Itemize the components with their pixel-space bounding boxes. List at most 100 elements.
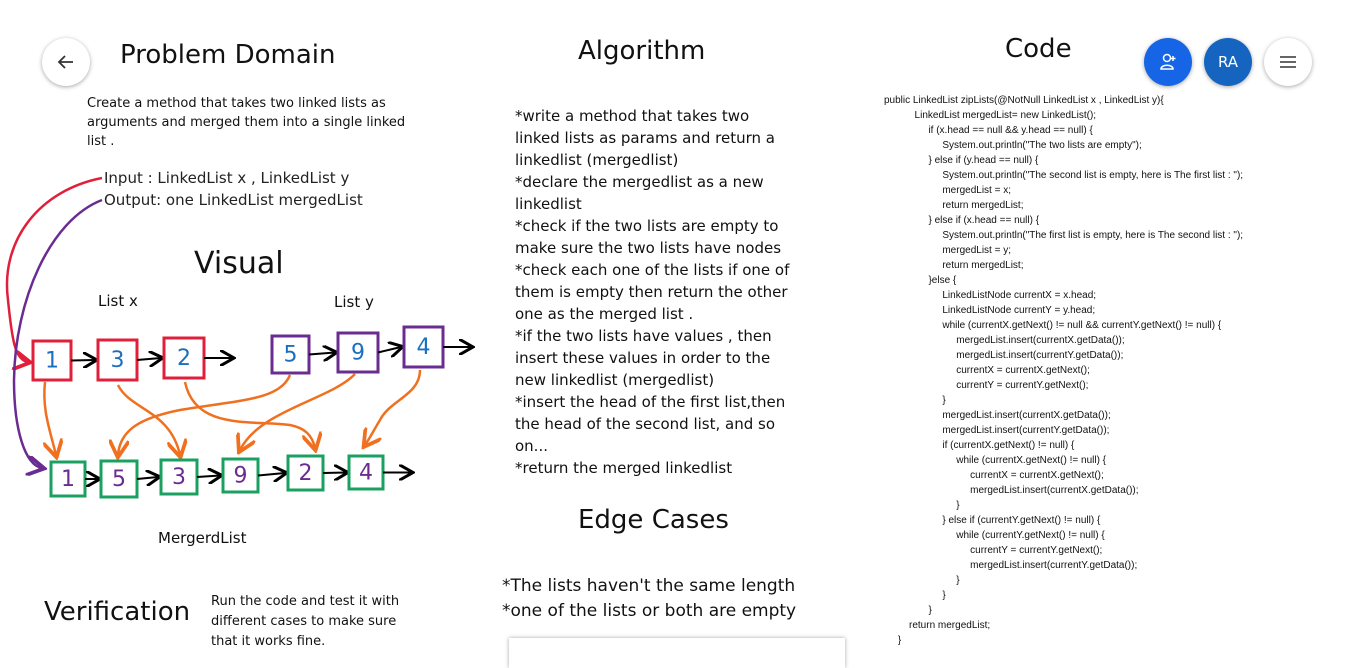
code-line: } else if (x.head == null) { xyxy=(884,215,1040,226)
link-arrow xyxy=(196,476,220,478)
link-arrow xyxy=(257,473,285,476)
code-line: if (x.head == null && y.head == null) { xyxy=(884,125,1093,136)
edge-case-line: *one of the lists or both are empty xyxy=(502,601,797,621)
link-arrow xyxy=(377,347,401,353)
back-button[interactable] xyxy=(42,38,90,86)
algorithm-line: *if the two lists have values , then xyxy=(515,327,772,345)
diagram: 1 3 2 5 9 4 1 5 3 9 2 4 xyxy=(5,176,1346,499)
node-value: 9 xyxy=(351,341,365,366)
node-value: 9 xyxy=(234,464,248,489)
code-line: mergedList.insert(currentY.getData()); xyxy=(884,560,1138,571)
algorithm-line: *check each one of the lists if one of xyxy=(515,261,790,279)
node-value: 4 xyxy=(359,461,373,486)
code-line: mergedList.insert(currentX.getData()); xyxy=(884,485,1139,496)
node-value: 3 xyxy=(172,465,186,490)
algorithm-line: *check if the two lists are empty to xyxy=(515,217,779,235)
code-line: return mergedList; xyxy=(884,260,1024,271)
node-value: 3 xyxy=(111,348,125,373)
description-line: Create a method that takes two linked li… xyxy=(87,96,386,111)
node-value: 5 xyxy=(284,343,298,368)
node-value: 1 xyxy=(61,467,75,492)
algorithm-line: on... xyxy=(515,437,548,455)
description: Create a method that takes two linked li… xyxy=(87,94,405,151)
input-curve xyxy=(5,176,103,362)
verification-line: that it works fine. xyxy=(211,634,326,649)
code-line: while (currentY.getNext() != null) { xyxy=(884,530,1105,541)
section-title: Visual xyxy=(194,246,284,281)
input-text: Input : LinkedList x , LinkedList y xyxy=(104,169,350,187)
code-line: while (currentX.getNext() != null) { xyxy=(884,455,1107,466)
code-line: mergedList = y; xyxy=(884,245,1011,256)
section-title: Edge Cases xyxy=(578,505,729,535)
code-line: LinkedListNode currentX = x.head; xyxy=(884,290,1097,301)
code-line: System.out.println("The second list is e… xyxy=(884,170,1244,181)
code-line: currentX = currentX.getNext(); xyxy=(884,365,1090,376)
output-text: Output: one LinkedList mergedList xyxy=(104,191,363,209)
node-value: 2 xyxy=(177,346,191,371)
avatar-button[interactable]: RA xyxy=(1204,38,1252,86)
algorithm-line: *return the merged linkedlist xyxy=(515,459,733,477)
back-icon xyxy=(57,55,73,69)
code-line: System.out.println("The two lists are em… xyxy=(884,140,1142,151)
code-line: while (currentX.getNext() != null && cur… xyxy=(884,320,1222,331)
algorithm-line: make sure the two lists have nodes xyxy=(515,239,782,257)
link-arrow xyxy=(308,353,335,355)
code-line: mergedList.insert(currentX.getData()); xyxy=(884,335,1125,346)
code-line: public LinkedList zipLists(@NotNull Link… xyxy=(884,95,1164,106)
code-line: mergedList.insert(currentY.getData()); xyxy=(884,350,1124,361)
algorithm-line: one as the merged list . xyxy=(515,305,694,323)
list-label: List y xyxy=(334,293,374,311)
person-add-icon xyxy=(1160,53,1176,70)
algorithm-line: new linkedlist (mergedlist) xyxy=(515,371,715,389)
algorithm-line: *write a method that takes two xyxy=(515,107,750,125)
code-line: LinkedListNode currentY = y.head; xyxy=(884,305,1096,316)
node-value: 5 xyxy=(112,467,126,492)
algorithm-line: linkedlist (mergedlist) xyxy=(515,151,679,169)
code-line: } xyxy=(884,575,960,586)
algorithm-line: *declare the mergedlist as a new xyxy=(515,173,764,191)
code-line: currentY = currentY.getNext(); xyxy=(884,545,1103,556)
list-label: MergerdList xyxy=(158,529,247,547)
link-arrow xyxy=(136,358,161,360)
avatar-initials: RA xyxy=(1217,53,1239,71)
code-line: } xyxy=(884,605,932,616)
description-line: list . xyxy=(87,134,115,149)
code-line: } xyxy=(884,395,946,406)
node-value: 1 xyxy=(45,349,59,374)
verification-text: Run the code and test it with different c… xyxy=(211,592,399,652)
edge-case-line: *The lists haven't the same length xyxy=(502,576,796,596)
code-line: currentX = currentX.getNext(); xyxy=(884,470,1104,481)
output-curve xyxy=(12,198,103,468)
link-arrow xyxy=(322,473,346,474)
code-line: } xyxy=(884,590,946,601)
node-value: 4 xyxy=(417,335,431,360)
algorithm-line: linked lists as params and return a xyxy=(515,129,775,147)
algorithm-line: *insert the head of the first list,then xyxy=(515,393,786,411)
link-arrow xyxy=(136,477,158,479)
code-line: mergedList.insert(currentY.getData()); xyxy=(884,425,1110,436)
code-line: return mergedList; xyxy=(884,200,1024,211)
verification-line: different cases to make sure xyxy=(211,614,397,629)
code-line: currentY = currentY.getNext(); xyxy=(884,380,1089,391)
algorithm-line: insert these values in order to the xyxy=(515,349,771,367)
code-line: mergedList = x; xyxy=(884,185,1011,196)
code-line: System.out.println("The first list is em… xyxy=(884,230,1244,241)
link-arrow xyxy=(70,360,95,361)
verification-line: Run the code and test it with xyxy=(211,594,400,609)
node-value: 2 xyxy=(299,461,313,486)
code-line: } xyxy=(884,500,960,511)
algorithm-text: *write a method that takes two linked lis… xyxy=(515,105,789,479)
section-title: Code xyxy=(1005,34,1072,64)
merge-arrows xyxy=(44,369,422,455)
algorithm-line: linkedlist xyxy=(515,195,582,213)
code-line: } xyxy=(884,635,902,646)
list-label: List x xyxy=(98,292,138,310)
invite-button[interactable] xyxy=(1144,38,1192,86)
code-line: }else { xyxy=(884,275,957,286)
code-line: mergedList.insert(currentX.getData()); xyxy=(884,410,1111,421)
edge-cases-text: *The lists haven't the same length *one o… xyxy=(502,574,796,624)
menu-icon xyxy=(1280,56,1296,68)
menu-button[interactable] xyxy=(1264,38,1312,86)
code-line: } else if (currentY.getNext() != null) { xyxy=(884,515,1101,526)
description-line: arguments and merged them into a single … xyxy=(87,115,406,130)
